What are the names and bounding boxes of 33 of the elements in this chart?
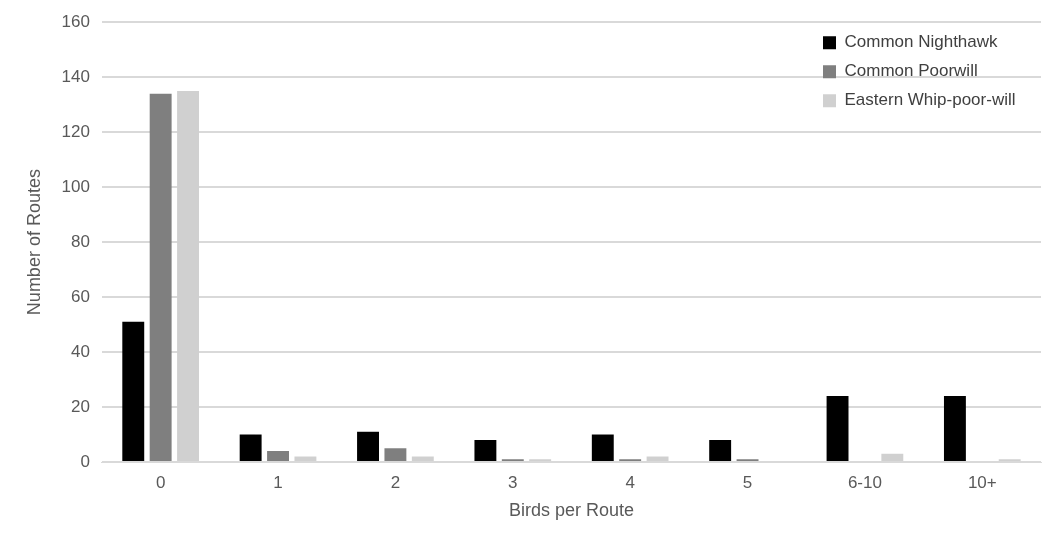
y-tick-label: 20 — [71, 396, 90, 416]
x-tick-label: 10+ — [967, 472, 997, 492]
y-tick-label: 160 — [61, 11, 90, 31]
y-tick-label: 80 — [71, 231, 90, 251]
x-tick-label: 5 — [742, 472, 753, 492]
bar — [149, 93, 172, 461]
bar — [709, 440, 732, 461]
bar — [357, 431, 379, 461]
x-tick-label: 4 — [625, 472, 635, 492]
x-axis-title: Birds per Route — [508, 500, 635, 521]
y-tick-label: 140 — [61, 66, 90, 86]
x-tick-label: 2 — [390, 472, 401, 492]
y-axis-title: Number of Routes — [23, 169, 44, 316]
legend-label: Common Nighthawk — [844, 32, 999, 52]
legend-label: Common Poorwill — [844, 61, 978, 81]
bar — [239, 434, 262, 461]
x-tick-label: 3 — [508, 472, 518, 492]
y-tick-label: 100 — [61, 176, 90, 196]
bar — [384, 448, 407, 461]
y-tick-label: 60 — [71, 286, 90, 306]
bar — [826, 396, 849, 461]
y-tick-label: 40 — [71, 341, 90, 361]
bar — [122, 321, 145, 461]
bar — [591, 434, 614, 461]
bar — [943, 396, 966, 461]
bar — [474, 440, 497, 461]
bar — [267, 451, 289, 461]
x-tick-label: 0 — [155, 472, 166, 492]
y-tick-label: 120 — [61, 121, 90, 141]
x-tick-label: 1 — [273, 472, 283, 492]
y-tick-label: 0 — [80, 451, 90, 471]
x-tick-label: 6-10 — [847, 472, 882, 492]
legend-label: Eastern Whip-poor-will — [844, 90, 1016, 110]
